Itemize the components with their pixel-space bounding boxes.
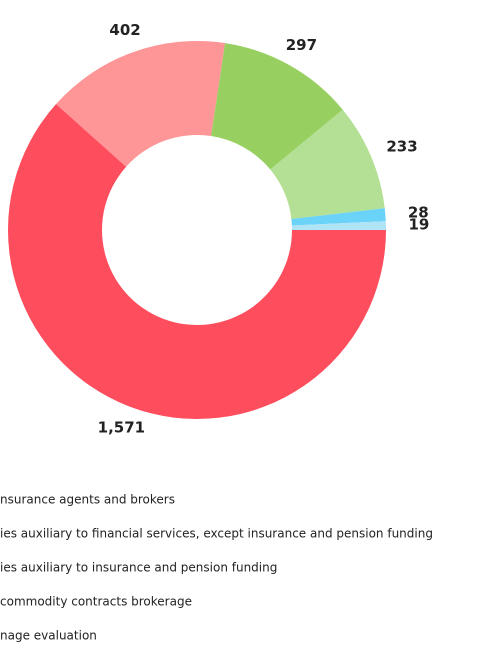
- donut-slice: [291, 208, 386, 226]
- value-label: 402: [109, 21, 140, 39]
- legend-label: nage evaluation: [0, 629, 97, 643]
- donut-slice: [291, 221, 386, 230]
- value-label: 233: [386, 137, 417, 155]
- donut-slice: [7, 104, 387, 420]
- donut-slice: [270, 109, 385, 220]
- value-label: 28: [408, 203, 429, 221]
- legend-label: ies auxiliary to insurance and pension f…: [0, 561, 277, 575]
- donut-slice: [56, 41, 226, 167]
- legend-label: nsurance agents and brokers: [0, 493, 175, 507]
- donut-slice: [211, 43, 343, 170]
- value-label: 1,571: [98, 419, 145, 437]
- legend-label: ies auxiliary to financial services, exc…: [0, 527, 433, 541]
- value-label: 19: [409, 216, 430, 234]
- value-label: 297: [286, 36, 317, 54]
- legend-label: commodity contracts brokerage: [0, 595, 192, 609]
